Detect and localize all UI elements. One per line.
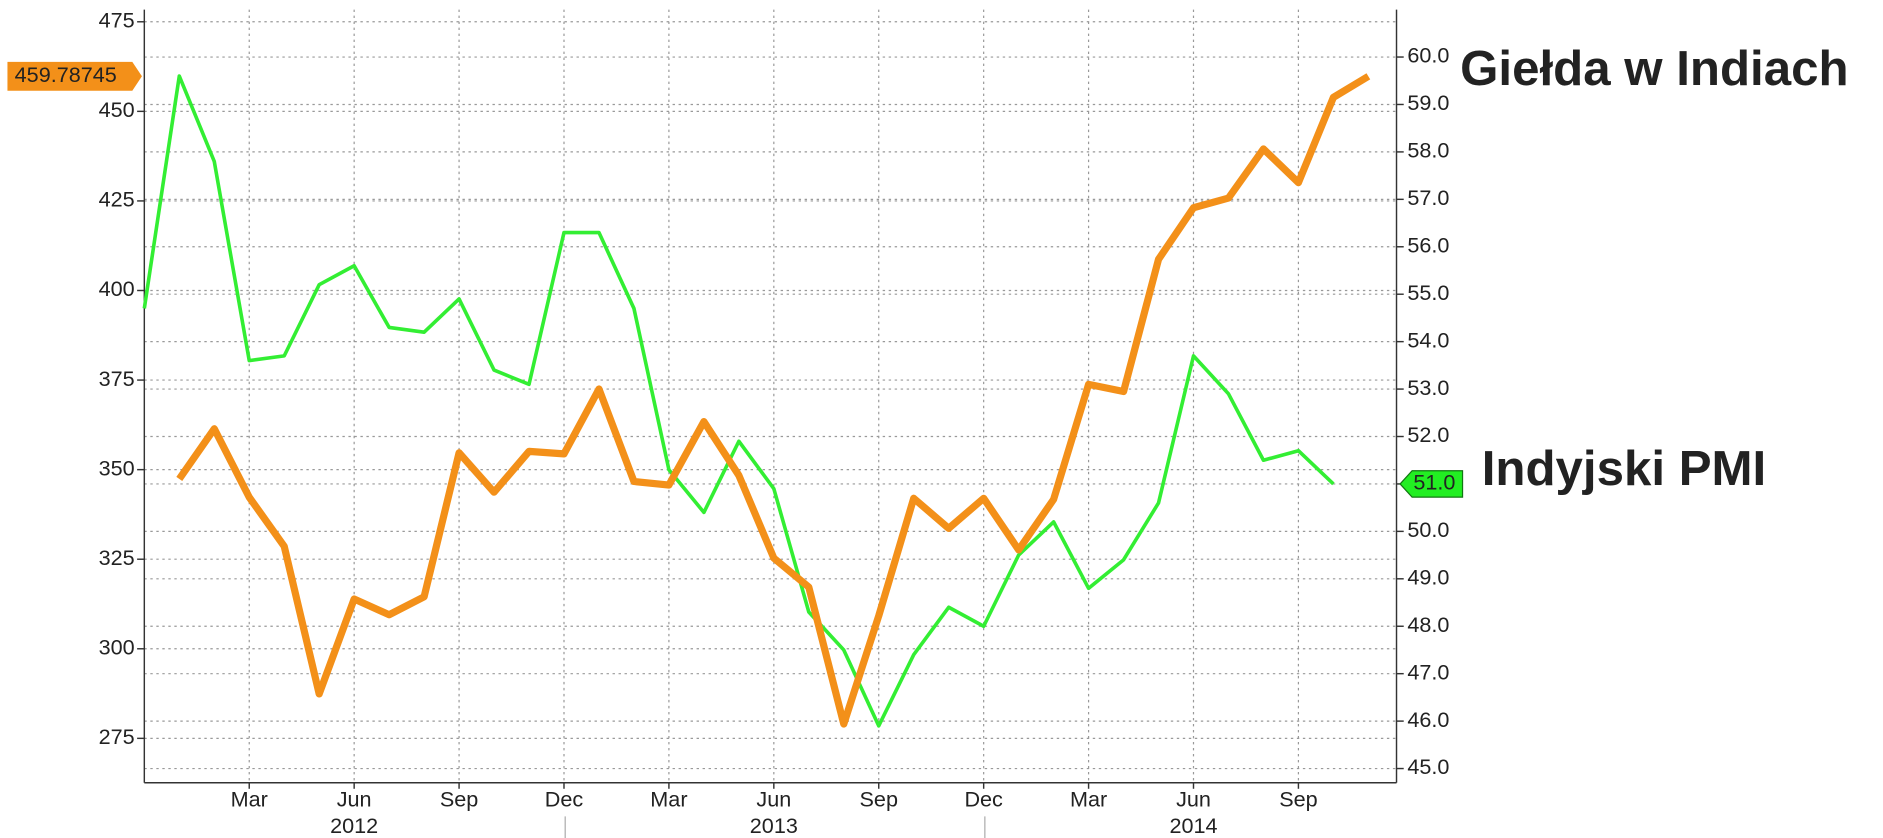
y-tick-label: 425 (99, 187, 135, 212)
year-label: 2012 (330, 813, 378, 838)
value-tag-label: 51.0 (1413, 470, 1455, 495)
y2-tick-label: 47.0 (1407, 659, 1449, 684)
y2-tick-label: 58.0 (1407, 138, 1449, 163)
y2-tick-label: 57.0 (1407, 185, 1449, 210)
x-tick-label: Sep (1279, 786, 1317, 811)
x-tick-label: Mar (231, 786, 268, 811)
value-tag (1399, 470, 1464, 498)
y2-tick-label: 52.0 (1407, 422, 1449, 447)
x-tick-label: Mar (650, 786, 687, 811)
y2-tick-label: 59.0 (1407, 90, 1449, 115)
x-tick-label: Jun (1176, 786, 1211, 811)
y2-tick-label: 56.0 (1407, 232, 1449, 257)
year-label: 2013 (750, 813, 798, 838)
y-tick-label: 375 (99, 366, 135, 391)
value-tag-label: 459.78745 (15, 62, 117, 87)
x-tick-label: Sep (860, 786, 898, 811)
y2-tick-label: 45.0 (1407, 754, 1449, 779)
y2-tick-label: 55.0 (1407, 280, 1449, 305)
x-tick-label: Sep (440, 786, 478, 811)
y2-tick-label: 53.0 (1407, 375, 1449, 400)
series-name: Indyjski PMI (1482, 441, 1766, 496)
y-tick-label: 400 (99, 276, 135, 301)
y-tick-label: 475 (99, 7, 135, 32)
x-tick-label: Jun (756, 786, 791, 811)
y2-tick-label: 48.0 (1407, 612, 1449, 637)
y2-tick-label: 60.0 (1407, 43, 1449, 68)
y-tick-label: 275 (99, 724, 135, 749)
y-tick-label: 350 (99, 455, 135, 480)
value-tag (7, 61, 142, 91)
series-line (176, 73, 1371, 728)
y-tick-label: 325 (99, 545, 135, 570)
series-name: Giełda w Indiach (1460, 41, 1848, 96)
x-tick-label: Dec (545, 786, 584, 811)
y2-tick-label: 49.0 (1407, 565, 1449, 590)
series-line (142, 74, 1335, 728)
y2-tick-label: 54.0 (1407, 327, 1449, 352)
y-tick-label: 300 (99, 634, 135, 659)
y2-tick-label: 46.0 (1407, 707, 1449, 732)
x-tick-label: Dec (964, 786, 1003, 811)
y2-tick-label: 50.0 (1407, 517, 1449, 542)
x-tick-label: Jun (337, 786, 372, 811)
x-tick-label: Mar (1070, 786, 1107, 811)
year-label: 2014 (1169, 813, 1217, 838)
y-tick-label: 450 (99, 97, 135, 122)
